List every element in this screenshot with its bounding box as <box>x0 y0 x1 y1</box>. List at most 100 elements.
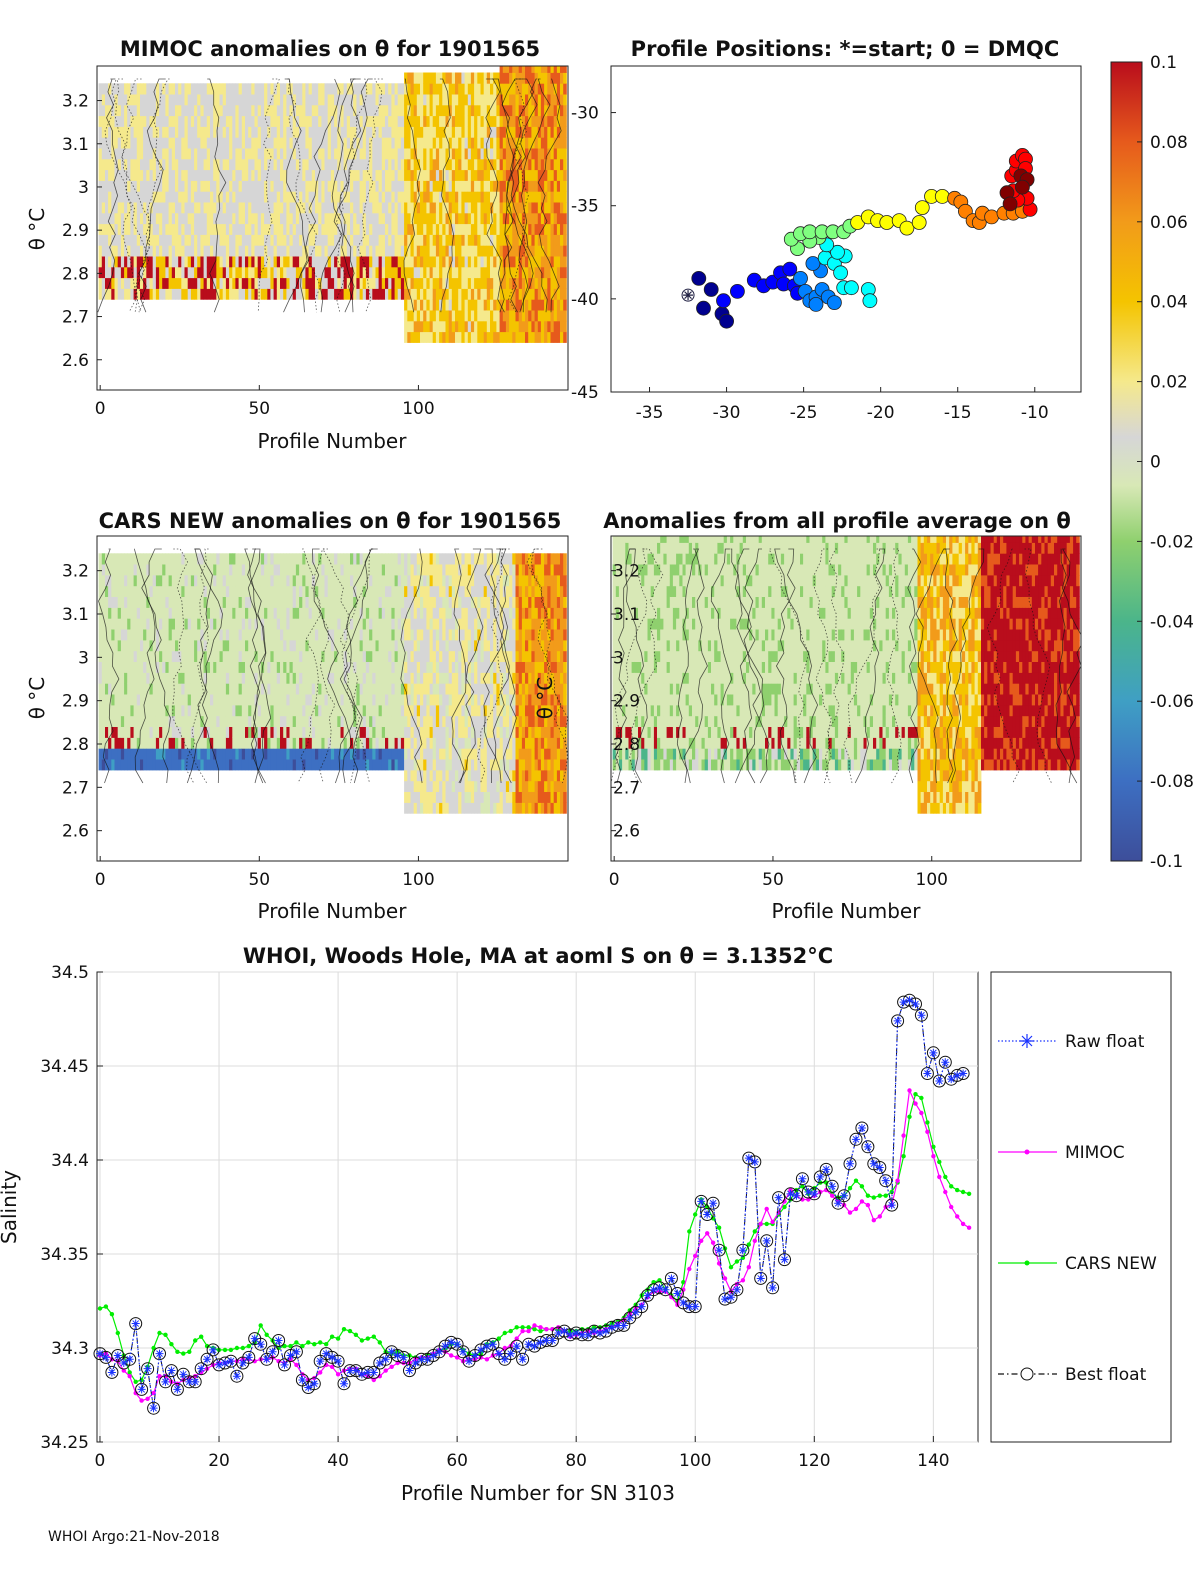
heatmap-cell <box>101 715 106 727</box>
heatmap-cell <box>136 672 141 684</box>
heatmap-cell <box>480 266 485 279</box>
heatmap-cell <box>404 158 408 171</box>
heatmap-cell <box>525 169 529 181</box>
heatmap-cell <box>445 288 450 300</box>
heatmap-cell <box>547 126 551 138</box>
heatmap-cell <box>435 320 440 333</box>
heatmap-cell <box>108 575 112 587</box>
heatmap-cell <box>544 169 548 181</box>
heatmap-cell <box>140 672 144 684</box>
heatmap-cell <box>362 266 367 279</box>
heatmap-cell <box>276 618 281 630</box>
heatmap-cell <box>407 320 411 333</box>
heatmap-cell <box>416 320 421 333</box>
heatmap-cell <box>509 310 513 322</box>
heatmap-cell <box>203 748 208 760</box>
heatmap-cell <box>235 115 239 127</box>
heatmap-cell <box>423 223 427 235</box>
heatmap-cell <box>439 256 443 268</box>
heatmap-cell <box>474 202 478 214</box>
heatmap-cell <box>187 104 192 117</box>
heatmap-cell <box>276 705 281 717</box>
heatmap-cell <box>136 553 141 565</box>
heatmap-cell <box>206 596 211 608</box>
heatmap-cell <box>518 115 523 127</box>
heatmap-cell <box>175 748 179 760</box>
heatmap-cell <box>283 288 287 300</box>
heatmap-cell <box>222 726 227 738</box>
heatmap-cell <box>210 564 214 576</box>
heatmap-cell <box>289 683 294 695</box>
heatmap-cell <box>327 180 332 192</box>
heatmap-cell <box>442 191 446 203</box>
heatmap-cell <box>534 212 539 225</box>
heatmap-cell <box>458 234 462 246</box>
heatmap-cell <box>124 748 128 760</box>
heatmap-cell <box>486 148 491 160</box>
heatmap-cell <box>286 94 290 106</box>
heatmap-cell <box>270 104 274 117</box>
heatmap-cell <box>270 575 274 587</box>
heatmap-cell <box>213 737 217 749</box>
heatmap-cell <box>133 585 138 597</box>
heatmap-cell <box>311 256 316 268</box>
heatmap-cell <box>149 266 154 279</box>
heatmap-cell <box>388 169 392 181</box>
heatmap-cell <box>140 618 144 630</box>
heatmap-cell <box>391 277 395 289</box>
heatmap-cell <box>143 726 147 738</box>
heatmap-cell <box>397 266 402 279</box>
heatmap-cell <box>346 288 351 300</box>
heatmap-cell <box>432 72 437 84</box>
heatmap-cell <box>385 158 389 171</box>
heatmap-cell <box>171 266 176 279</box>
heatmap-cell <box>483 94 488 106</box>
heatmap-cell <box>245 715 249 727</box>
heatmap-cell <box>117 191 122 203</box>
heatmap-cell <box>467 158 472 171</box>
heatmap-cell <box>490 266 494 279</box>
heatmap-cell <box>289 629 294 641</box>
heatmap-cell <box>340 726 345 738</box>
heatmap-cell <box>391 191 395 203</box>
heatmap-cell <box>521 126 526 138</box>
heatmap-cell <box>178 618 182 630</box>
heatmap-cell <box>206 288 211 300</box>
heatmap-cell <box>289 115 294 127</box>
heatmap-cell <box>451 266 456 279</box>
heatmap-cell <box>451 212 456 225</box>
heatmap-cell <box>439 158 443 171</box>
heatmap-cell <box>257 212 262 225</box>
heatmap-cell <box>101 607 106 619</box>
heatmap-cell <box>528 299 532 311</box>
heatmap-cell <box>117 553 122 565</box>
heatmap-cell <box>245 223 249 235</box>
heatmap-cell <box>295 672 300 684</box>
heatmap-cell <box>295 748 300 760</box>
heatmap-cell <box>496 115 500 127</box>
heatmap-cell <box>429 115 434 127</box>
heatmap-cell <box>136 618 141 630</box>
heatmap-cell <box>512 288 516 300</box>
heatmap-cell <box>114 137 119 149</box>
heatmap-cell <box>238 661 243 673</box>
heatmap-cell <box>114 553 119 565</box>
heatmap-cell <box>194 564 198 576</box>
heatmap-cell <box>560 137 564 149</box>
heatmap-cell <box>493 266 497 279</box>
heatmap-cell <box>483 202 488 214</box>
heatmap-cell <box>210 661 214 673</box>
heatmap-cell <box>423 266 427 279</box>
heatmap-cell <box>203 202 208 214</box>
heatmap-cell <box>155 553 160 565</box>
heatmap-cell <box>187 585 192 597</box>
heatmap-cell <box>264 266 268 279</box>
heatmap-cell <box>334 629 338 641</box>
heatmap-cell <box>315 83 319 95</box>
heatmap-cell <box>155 94 160 106</box>
heatmap-cell <box>187 158 192 171</box>
heatmap-cell <box>451 223 456 235</box>
heatmap-cell <box>210 148 214 160</box>
heatmap-cell <box>140 158 144 171</box>
heatmap-cell <box>219 126 224 138</box>
